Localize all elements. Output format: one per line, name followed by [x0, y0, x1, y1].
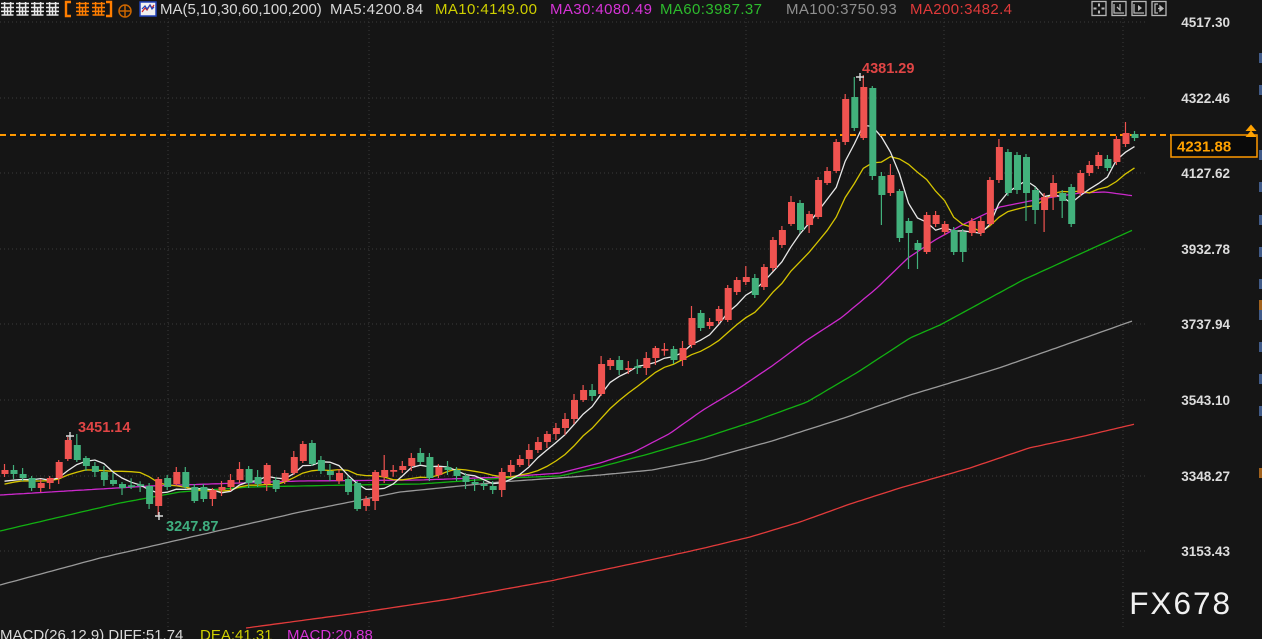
svg-text:MA30:4080.49: MA30:4080.49 — [550, 1, 652, 18]
svg-text:DEA:41.31: DEA:41.31 — [200, 627, 273, 639]
svg-text:3153.43: 3153.43 — [1181, 544, 1230, 559]
svg-text:FX678: FX678 — [1129, 585, 1232, 621]
svg-text:MA10:4149.00: MA10:4149.00 — [435, 1, 537, 18]
svg-text:4381.29: 4381.29 — [862, 61, 914, 77]
svg-text:3932.78: 3932.78 — [1181, 242, 1230, 257]
svg-text:MA60:3987.37: MA60:3987.37 — [660, 1, 762, 18]
svg-text:4231.88: 4231.88 — [1177, 139, 1231, 156]
svg-text:MA100:3750.93: MA100:3750.93 — [786, 1, 897, 18]
svg-text:3543.10: 3543.10 — [1181, 393, 1230, 408]
svg-text:MA5:4200.84: MA5:4200.84 — [330, 1, 424, 18]
svg-text:3348.27: 3348.27 — [1181, 469, 1230, 484]
svg-text:3737.94: 3737.94 — [1181, 317, 1230, 332]
svg-text:3247.87: 3247.87 — [166, 519, 218, 535]
svg-text:3451.14: 3451.14 — [78, 420, 130, 436]
svg-text:4322.46: 4322.46 — [1181, 91, 1230, 106]
svg-text:MA200:3482.4: MA200:3482.4 — [910, 1, 1012, 18]
svg-text:4517.30: 4517.30 — [1181, 15, 1230, 30]
svg-text:MA(5,10,30,60,100,200): MA(5,10,30,60,100,200) — [160, 1, 322, 18]
svg-text:MACD:20.88: MACD:20.88 — [287, 627, 373, 639]
svg-text:4127.62: 4127.62 — [1181, 166, 1230, 181]
svg-text:MACD(26,12,9) DIFF:51.74: MACD(26,12,9) DIFF:51.74 — [0, 627, 183, 639]
